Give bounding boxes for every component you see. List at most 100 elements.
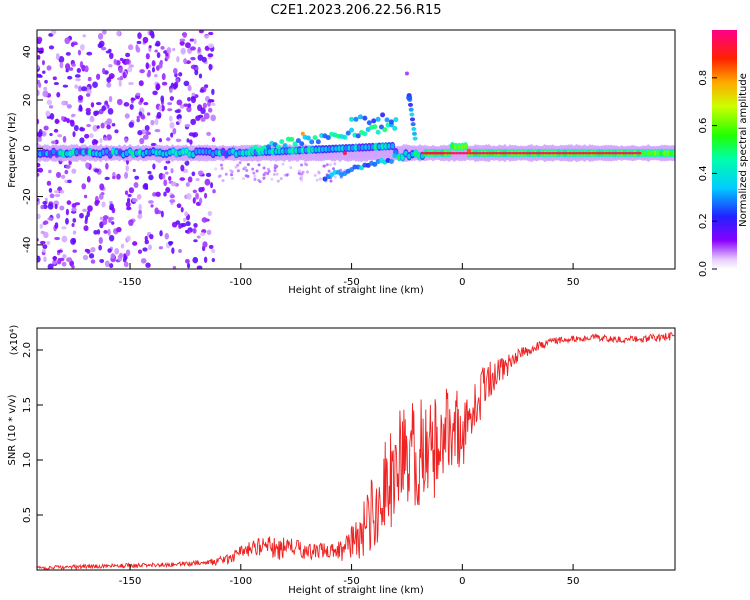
spectrogram-cell: [42, 90, 49, 98]
spectrogram-cell: [46, 99, 53, 106]
spectrogram-cell: [54, 193, 61, 197]
spectrogram-cell: [245, 169, 249, 173]
spectrogram-cell: [481, 151, 486, 155]
spectrogram-cell: [478, 151, 483, 155]
spectrogram-cell: [501, 151, 506, 155]
spectrogram-cell: [201, 56, 207, 63]
snr-xtick-label: -100: [229, 576, 252, 587]
spectrogram-cell: [108, 234, 115, 242]
spectrogram-cell: [610, 151, 615, 155]
spectrogram-heatmap: [37, 30, 675, 269]
spectrogram-cell: [273, 163, 277, 167]
spectrogram-cell: [127, 66, 133, 73]
spectrogram-cell: [168, 241, 173, 246]
spectrogram-cell: [169, 96, 174, 101]
spectrogram-cell: [332, 167, 336, 171]
spectrogram-cell: [86, 123, 92, 128]
spectrogram-cell: [265, 144, 271, 150]
spectrogram-cell: [454, 151, 459, 155]
spectrogram-cell: [242, 177, 246, 181]
colorbar-gradient: [712, 30, 737, 269]
spectrogram-cell: [211, 102, 216, 106]
spectrogram-cell: [83, 225, 89, 232]
spectrogram-cell: [275, 172, 279, 176]
spectrogram-cell: [322, 164, 326, 168]
spectrogram-cell: [178, 72, 183, 77]
spectrogram-cell: [196, 265, 203, 269]
spectrogram-cell: [531, 151, 536, 155]
spectrogram-cell: [97, 42, 103, 49]
spectrogram-cell: [303, 162, 307, 166]
spectrogram-cell: [409, 112, 415, 117]
spectrogram-cell: [285, 173, 289, 177]
spectrogram-cell: [47, 217, 54, 221]
spectrogram-cell: [464, 151, 469, 155]
spectrogram-cell: [128, 64, 134, 68]
spectrogram-cell: [144, 125, 150, 131]
spectrogram-cell: [410, 122, 416, 127]
spectrogram-cell: [355, 133, 361, 139]
spectrogram-cell: [154, 49, 158, 53]
spectrogram-cell: [427, 151, 432, 155]
spectrogram-cell: [601, 151, 606, 155]
spectrogram-cell: [64, 179, 69, 184]
spectrogram-cell: [164, 233, 169, 240]
spectrogram-cell: [198, 197, 203, 205]
spectrogram-cell: [524, 151, 529, 155]
spectrogram-cell: [430, 151, 435, 155]
snr-series-line: [37, 331, 675, 570]
spectrogram-cell: [127, 198, 131, 203]
spectrogram-cell: [109, 203, 115, 210]
spectrogram-cell: [59, 61, 64, 69]
spectrogram-cell: [182, 32, 187, 38]
spectrogram-cell: [116, 226, 122, 233]
spectrogram-cell: [199, 89, 205, 93]
spectrogram-cell: [44, 79, 48, 84]
spectrogram-cell: [37, 36, 43, 43]
spectrogram-cell: [61, 226, 67, 230]
spectrogram-cell: [49, 193, 55, 199]
snr-xtick-label: -150: [119, 576, 142, 587]
spectrogram-cell: [180, 164, 185, 172]
spectrogram-cell: [190, 56, 196, 61]
spectrogram-cell: [180, 47, 186, 55]
spectrogram-cell: [196, 235, 201, 239]
spectrogram-cell: [37, 131, 43, 137]
spectrogram-cell: [607, 151, 612, 155]
snr-ytick-label: 1.0: [22, 452, 33, 468]
spectrogram-cell: [148, 174, 154, 181]
spectrogram-cell: [192, 197, 196, 204]
spectrogram-cell: [116, 30, 121, 37]
spectrogram-cell: [86, 210, 91, 218]
spectrogram-cell: [174, 109, 181, 114]
spectrogram-cell: [171, 47, 176, 52]
spectrogram-cell: [86, 51, 93, 56]
spectrogram-cell: [94, 110, 100, 115]
spectrogram-cell: [206, 131, 212, 136]
spectrogram-cell: [149, 234, 154, 240]
spectrogram-cell: [95, 101, 102, 106]
spectrogram-cell: [173, 67, 178, 75]
spectrogram-cell: [198, 30, 204, 34]
spectrogram-cell: [257, 163, 261, 167]
spectrogram-cell: [40, 205, 45, 210]
spectrogram-cell: [107, 248, 112, 253]
spectrogram-cell: [142, 36, 149, 44]
spectrogram-cell: [587, 151, 592, 155]
spectrogram-cell: [420, 151, 425, 155]
spectrogram-cell: [124, 137, 128, 143]
spectrogram-cell: [125, 164, 129, 172]
spectrogram-cell: [59, 205, 65, 211]
spectrogram-cell: [185, 182, 190, 187]
spectrogram-cell: [200, 117, 206, 122]
spectrogram-cell: [187, 176, 193, 183]
spectrogram-cell: [96, 73, 101, 80]
spectrogram-cell: [281, 162, 285, 166]
spectrogram-cell: [46, 240, 51, 246]
spectrogram-cell: [165, 171, 169, 175]
spectrogram-cell: [107, 108, 114, 115]
spectrogram-cell: [267, 169, 271, 173]
spectrogram-cell: [342, 151, 347, 156]
spectrogram-cell: [295, 138, 301, 144]
spectrogram-cell: [203, 256, 208, 264]
